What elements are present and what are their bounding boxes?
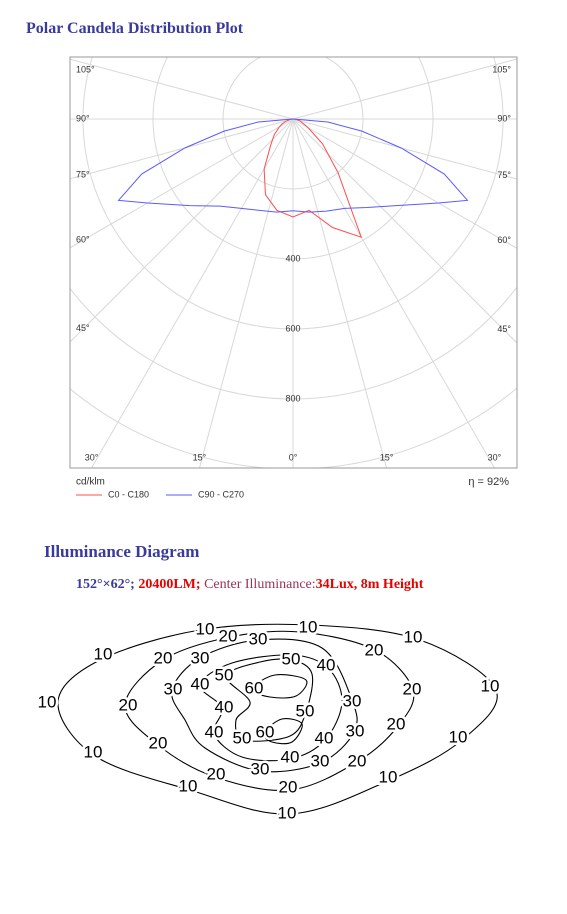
contour-label: 30 (251, 759, 270, 778)
plot-border (69, 56, 518, 469)
contour-line (263, 718, 303, 745)
contour-line (57, 623, 498, 815)
contour-label: 50 (282, 649, 301, 668)
grid-line (292, 58, 517, 120)
contour-label: 30 (343, 691, 362, 710)
grid-line (199, 118, 294, 468)
contour-label: 10 (84, 742, 103, 761)
grid-line (292, 118, 517, 344)
contour-line (171, 638, 358, 773)
angle-label: 15° (380, 452, 394, 462)
angle-label: 105° (76, 64, 95, 74)
contour-label: 30 (311, 751, 330, 770)
contour-label: 20 (154, 648, 173, 667)
contour-label: 30 (191, 648, 210, 667)
grid-circle (70, 286, 517, 400)
contour-label: 20 (365, 640, 384, 659)
grid-line (292, 118, 517, 249)
angle-label: 60° (76, 234, 90, 244)
contour-label: 10 (449, 727, 468, 746)
annotation: η = 92% (468, 476, 509, 488)
contour-label: 50 (215, 665, 234, 684)
legend-label: C0 - C180 (108, 489, 149, 499)
contour-label: 30 (164, 679, 183, 698)
contour-label: 60 (256, 722, 275, 741)
spec-text: 34Lux, (315, 577, 358, 592)
grid-line (70, 118, 294, 343)
angle-label: 30° (85, 452, 99, 462)
section-title: Illuminance Diagram (44, 542, 200, 561)
contour-label: 10 (179, 776, 198, 795)
contour-line (199, 654, 343, 762)
contour-label: 40 (317, 655, 336, 674)
angle-label: 30° (488, 452, 502, 462)
grid-line (91, 118, 294, 468)
angle-label: 15° (193, 452, 207, 462)
angle-label: 0° (289, 452, 298, 462)
angle-label: 90° (76, 113, 90, 123)
grid-line (292, 118, 387, 468)
axis-unit: cd/klm (76, 477, 105, 488)
contour-label: 10 (38, 692, 57, 711)
grid-line (70, 118, 294, 180)
spec-text: 152°×62°; (76, 577, 135, 592)
contour-label: 50 (233, 728, 252, 747)
contour-label: 50 (296, 701, 315, 720)
grid-line (292, 118, 495, 468)
contour-line (124, 630, 415, 792)
angle-label: 90° (497, 113, 511, 123)
angle-label: 45° (76, 323, 90, 333)
contour-label: 30 (346, 721, 365, 740)
contour-label: 20 (387, 714, 406, 733)
contour-line (251, 674, 308, 699)
contour-label: 40 (315, 728, 334, 747)
contour-label: 10 (94, 644, 113, 663)
legend-label: C90 - C270 (198, 489, 244, 499)
contour-label: 10 (481, 676, 500, 695)
contour-label: 10 (196, 619, 215, 638)
r-tick-label: 800 (285, 393, 300, 403)
grid-line (70, 118, 294, 249)
contour-label: 20 (279, 777, 298, 796)
spec-text: 8m Height (360, 577, 424, 592)
contour-label: 40 (205, 722, 224, 741)
contour-label: 20 (219, 626, 238, 645)
contour-label: 20 (403, 679, 422, 698)
contour-label: 40 (281, 747, 300, 766)
angle-label: 75° (497, 170, 511, 180)
contour-line (225, 658, 314, 742)
contour-label: 60 (245, 678, 264, 697)
contour-label: 20 (119, 695, 138, 714)
grid-line (70, 58, 294, 120)
angle-label: 45° (497, 324, 511, 334)
r-tick-label: 400 (285, 253, 300, 263)
plot-area (70, 57, 517, 468)
angle-label: 105° (492, 64, 511, 74)
contour-label: 30 (249, 629, 268, 648)
spec-line: 152°×62°; 20400LM; Center Illuminance:34… (76, 577, 423, 593)
series-line (263, 118, 363, 239)
spec-text: 20400LM; (138, 577, 201, 592)
contour-label: 20 (348, 751, 367, 770)
contour-label: 10 (404, 627, 423, 646)
contour-label: 20 (149, 733, 168, 752)
angle-label: 60° (497, 235, 511, 245)
r-tick-label: 600 (285, 323, 300, 333)
series-line (117, 118, 469, 213)
contour-label: 10 (278, 803, 297, 822)
chart-title: Polar Candela Distribution Plot (26, 20, 244, 37)
contour-label: 40 (215, 697, 234, 716)
contour-label: 20 (207, 764, 226, 783)
spec-text: Center Illuminance: (204, 577, 316, 592)
grid-line (292, 118, 517, 180)
contour-label: 40 (191, 674, 210, 693)
angle-label: 75° (76, 170, 90, 180)
contour-label: 10 (379, 767, 398, 786)
contour-label: 10 (299, 617, 318, 636)
